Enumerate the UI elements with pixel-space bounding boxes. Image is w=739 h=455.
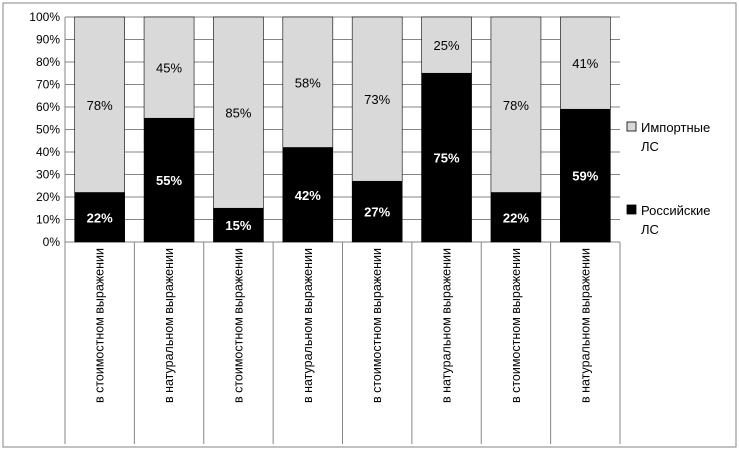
data-label: 22% [87,210,113,225]
bar-segment-imported [351,16,403,182]
bar-segment-imported [282,16,334,148]
legend-swatch [626,121,637,132]
bar-segment-russian [143,117,195,243]
data-label: 22% [503,210,529,225]
x-tick-label: в стоимостном выражении [370,248,384,403]
bar-segment-imported [560,16,611,110]
bar-segment-imported [143,16,195,119]
data-label: 85% [225,106,251,121]
y-tick-label: 70% [36,78,60,92]
y-tick-label: 50% [36,123,60,137]
y-tick-label: 100% [29,10,60,24]
x-tick-label: в стоимостном выражении [231,248,245,403]
data-label: 42% [295,188,321,203]
data-label: 58% [295,75,321,90]
data-label: 78% [503,98,529,113]
y-tick-label: 60% [36,100,60,114]
bar-segment-russian [421,72,472,243]
legend-label: ЛС [641,222,659,237]
bar-segment-imported [490,16,542,193]
legend-label: ЛС [641,139,659,154]
data-label: 78% [87,98,113,113]
y-tick-label: 0% [43,235,61,249]
legend: Импортные ЛС Российские ЛС [626,120,711,237]
bar-segment-russian [74,192,125,243]
bar-segment-imported [74,16,125,193]
x-tick-label: в натуральном выражении [162,248,176,403]
x-tick-label: в натуральном выражении [440,248,454,403]
x-tick-label: в стоимостном выражении [93,248,107,403]
data-label: 55% [156,173,182,188]
x-tick-label: в стоимостном выражении [509,248,523,403]
data-labels: 22% 78% 55% 45% 15% 85% 42% 58% 27% 73% 75% 25% 22% 7… [87,38,599,233]
data-label: 41% [572,56,598,71]
bars [74,16,611,243]
y-tick-label: 30% [36,168,60,182]
data-label: 45% [156,61,182,76]
axes: 0% 10% 20% 30% 40% 50% 60% 70% 80% 90% 100% в стоим… [29,10,621,444]
data-label: 59% [572,169,598,184]
legend-label: Российские [641,203,711,218]
legend-label: Импортные [641,120,710,135]
data-label: 75% [434,151,460,166]
y-tick-label: 40% [36,145,60,159]
bar-segment-imported [421,16,472,74]
data-label: 25% [434,38,460,53]
data-label: 73% [364,92,390,107]
x-tick-label: в натуральном выражении [578,248,592,403]
y-tick-label: 20% [36,190,60,204]
legend-swatch [626,204,637,215]
x-tick-label: в натуральном выражении [301,248,315,403]
bar-segment-russian [282,147,334,243]
y-tick-label: 80% [36,55,60,69]
bar-segment-russian [560,108,611,243]
data-label: 15% [225,218,251,233]
bar-segment-imported [213,16,264,209]
y-tick-label: 90% [36,33,60,47]
data-label: 27% [364,205,390,220]
y-tick-label: 10% [36,213,60,227]
bar-segment-russian [351,180,403,243]
